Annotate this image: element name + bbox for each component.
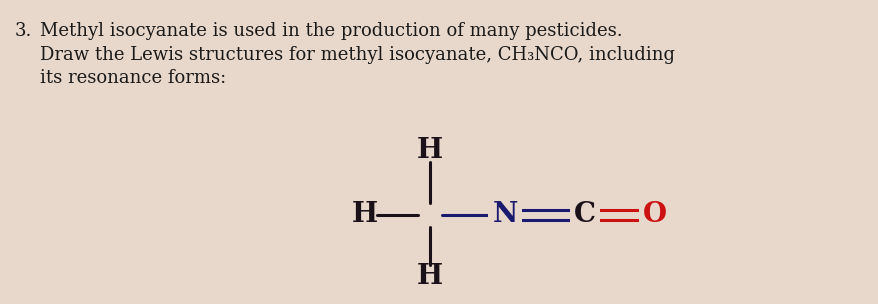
Text: O: O	[642, 202, 666, 229]
Text: H: H	[351, 202, 378, 229]
Text: H: H	[416, 264, 443, 291]
Text: 3.: 3.	[15, 22, 32, 40]
Text: Methyl isocyanate is used in the production of many pesticides.
Draw the Lewis s: Methyl isocyanate is used in the product…	[40, 22, 674, 87]
Text: N: N	[492, 202, 517, 229]
Text: H: H	[416, 136, 443, 164]
Text: C: C	[573, 202, 595, 229]
